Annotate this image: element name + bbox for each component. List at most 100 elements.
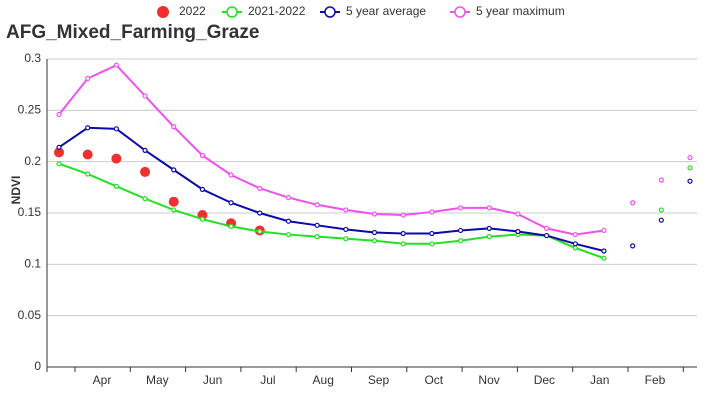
data-point [687,154,693,161]
data-point [140,166,151,177]
x-tick-label: Oct [424,373,443,387]
x-tick-label: Jul [260,373,275,387]
data-point [687,178,693,184]
data-point [171,124,177,130]
x-tick-label: Jan [590,373,609,387]
data-point [85,125,91,131]
data-point [343,207,349,213]
data-point [113,126,119,132]
data-point [199,152,206,159]
data-point [601,227,607,234]
data-point [371,211,378,217]
data-point [687,165,693,171]
data-point [658,217,664,223]
series-line [58,63,605,236]
data-point [601,255,607,261]
legend-label: 5 year average [346,4,426,18]
data-point [171,207,177,213]
y-tick-label: 0 [34,359,41,373]
legend-label: 2021-2022 [248,4,306,18]
data-point [486,225,492,231]
data-point [343,226,349,233]
x-tick-label: May [146,373,169,387]
data-point [56,111,62,118]
legend-label: 2022 [179,4,206,18]
data-point [572,241,578,247]
series-line [58,162,605,260]
data-point [54,147,64,158]
data-point [56,144,62,150]
data-point [400,230,406,237]
data-point [228,172,234,178]
legend-symbol [454,6,466,18]
data-point [486,205,492,211]
data-point [257,210,263,216]
data-point [257,228,263,235]
data-point [199,216,206,222]
data-point [457,227,464,234]
y-tick-label: 0.05 [18,308,42,322]
data-point [457,205,464,211]
data-point [543,232,550,239]
x-tick-label: Aug [313,373,334,387]
data-point [82,149,93,160]
legend-symbol [324,6,336,18]
data-point [111,153,122,164]
data-point [199,186,206,192]
x-tick-label: Dec [534,373,555,387]
data-point [285,218,292,224]
x-tick-label: Apr [93,373,112,387]
data-point [85,171,91,177]
data-point [343,236,349,242]
y-tick-label: 0.25 [18,103,42,117]
data-point [113,183,119,189]
data-point [371,238,378,244]
x-tick-label: Sep [368,373,390,387]
data-point [515,211,521,217]
data-point [429,241,435,247]
data-point [543,225,550,231]
data-point [257,185,263,191]
data-point [142,147,148,153]
data-point [630,243,636,249]
y-tick-label: 0.1 [24,257,41,271]
data-point [314,202,320,208]
x-tick-label: Jun [203,373,222,387]
series-line [58,126,605,252]
data-point [457,238,464,244]
data-point [486,234,492,240]
legend-label: 5 year maximum [476,4,565,18]
data-point [658,177,664,183]
x-tick-label: Feb [645,373,666,387]
data-point [168,196,179,207]
data-point [429,230,435,237]
data-point [601,248,607,254]
data-point [142,196,148,202]
x-tick-label: Nov [478,373,499,387]
data-point [228,200,234,206]
data-point [429,209,435,215]
y-tick-label: 0.3 [24,51,41,65]
data-point [142,93,148,99]
data-point [85,75,91,82]
data-point [171,167,177,173]
data-point [314,234,320,240]
legend-symbol [226,6,238,18]
y-tick-label: 0.2 [24,154,41,168]
y-tick-label: 0.15 [18,205,42,219]
data-point [285,195,292,201]
chart-title: AFG_Mixed_Farming_Graze [6,22,259,43]
data-point [658,207,664,213]
data-point [515,228,521,235]
data-point [228,223,234,229]
data-point [285,231,292,238]
data-point [572,231,578,238]
data-point [572,245,578,251]
y-axis-label: NDVI [9,176,23,205]
data-point [400,212,406,218]
data-point [56,161,62,167]
legend-symbol [157,6,169,18]
data-point [113,62,119,68]
data-point [314,222,320,228]
